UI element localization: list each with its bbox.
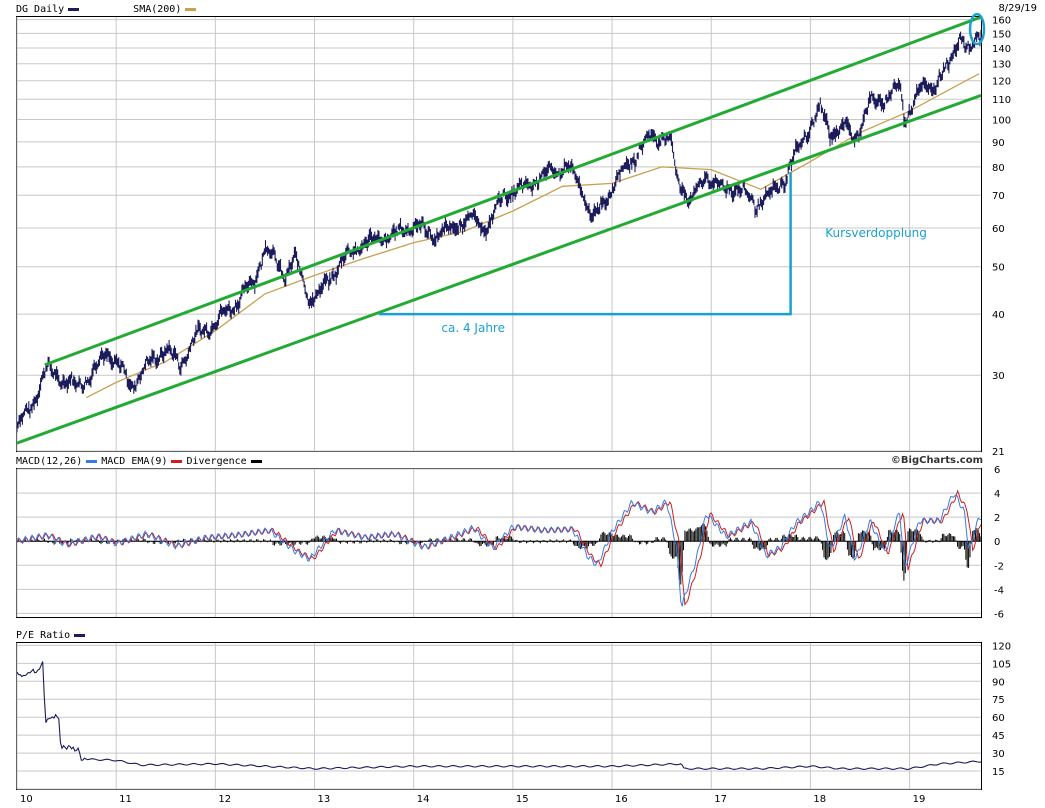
x-tick-label: 15 <box>516 794 529 805</box>
pe-line <box>17 661 981 770</box>
highlight-ellipse <box>968 12 986 46</box>
price-legend: DG Daily SMA(200) <box>16 4 197 15</box>
annotations: ca. 4 Jahre Kursverdopplung <box>379 12 986 335</box>
pe-tick-label: 45 <box>992 731 1005 742</box>
macd-legend: MACD(12,26) MACD EMA(9) Divergence <box>16 456 262 467</box>
price-line <box>17 29 981 433</box>
price-plot <box>17 17 981 445</box>
price-tick-label: 70 <box>992 191 1005 202</box>
price-tick-label: 90 <box>992 138 1005 149</box>
macd-tick-label: 2 <box>994 513 1000 524</box>
x-tick-label: 19 <box>913 794 926 805</box>
pe-tick-label: 60 <box>992 713 1005 724</box>
price-tick-label: 21 <box>992 447 1005 458</box>
x-tick-label: 11 <box>119 794 132 805</box>
price-tick-label: 120 <box>992 77 1011 88</box>
ema-legend-swatch <box>171 460 183 463</box>
pe-tick-label: 15 <box>992 767 1005 778</box>
macd-line <box>17 494 981 607</box>
pe-tick-label: 105 <box>992 659 1011 670</box>
x-tick-label: 14 <box>417 794 430 805</box>
x-tick-label: 12 <box>218 794 231 805</box>
x-tick-label: 13 <box>318 794 331 805</box>
macd-tick-label: 6 <box>994 465 1000 476</box>
pe-panel <box>16 642 982 790</box>
price-panel <box>16 16 982 452</box>
ema-line <box>17 489 981 606</box>
sma-legend-label: SMA(200) <box>133 4 182 15</box>
macd-tick-label: -6 <box>994 609 1004 620</box>
chart-date: 8/29/19 <box>998 3 1037 14</box>
divergence-legend-label: Divergence <box>186 456 247 467</box>
annotation-doubling: Kursverdopplung <box>825 226 927 240</box>
x-tick-label: 18 <box>813 794 826 805</box>
axis-labels: 10 11 12 13 14 15 16 17 18 1921304050607080901001… <box>20 16 1011 805</box>
macd-tick-label: -4 <box>994 585 1004 596</box>
price-tick-label: 140 <box>992 44 1011 55</box>
x-tick-label: 17 <box>714 794 727 805</box>
macd-tick-label: 4 <box>994 489 1000 500</box>
price-tick-label: 50 <box>992 263 1005 274</box>
price-tick-label: 130 <box>992 60 1011 71</box>
lower-trend-line <box>17 93 981 445</box>
price-tick-label: 160 <box>992 16 1011 27</box>
sma-legend-swatch <box>185 8 197 11</box>
price-tick-label: 80 <box>992 163 1005 174</box>
pe-tick-label: 30 <box>992 749 1005 760</box>
pe-legend: P/E Ratio <box>16 630 86 641</box>
x-tick-label: 16 <box>615 794 628 805</box>
credit-text: ©BigCharts.com <box>890 455 983 466</box>
pe-tick-label: 120 <box>992 641 1011 652</box>
price-legend-label: DG Daily <box>16 4 65 15</box>
macd-legend-label: MACD(12,26) <box>16 456 83 467</box>
price-tick-label: 150 <box>992 29 1011 40</box>
macd-legend-swatch <box>86 460 98 463</box>
grid-lines <box>16 17 981 790</box>
x-tick-label: 10 <box>20 794 33 805</box>
measurement-bracket <box>379 172 792 316</box>
pe-plot <box>17 661 981 770</box>
ema-legend-label: MACD EMA(9) <box>101 456 168 467</box>
divergence-bars <box>17 523 981 585</box>
pe-tick-label: 75 <box>992 695 1005 706</box>
price-tick-label: 40 <box>992 310 1005 321</box>
price-tick-label: 100 <box>992 115 1011 126</box>
price-tick-label: 30 <box>992 371 1005 382</box>
annotation-duration: ca. 4 Jahre <box>441 321 505 335</box>
macd-tick-label: -2 <box>994 561 1004 572</box>
pe-legend-swatch <box>74 634 86 637</box>
macd-plot <box>17 489 981 607</box>
pe-tick-label: 90 <box>992 677 1005 688</box>
pe-legend-label: P/E Ratio <box>16 630 71 641</box>
divergence-legend-swatch <box>250 460 262 463</box>
price-tick-label: 110 <box>992 95 1011 106</box>
price-legend-swatch <box>68 8 80 11</box>
price-tick-label: 60 <box>992 224 1005 235</box>
upper-trend-line <box>44 17 981 367</box>
macd-tick-label: 0 <box>994 537 1000 548</box>
